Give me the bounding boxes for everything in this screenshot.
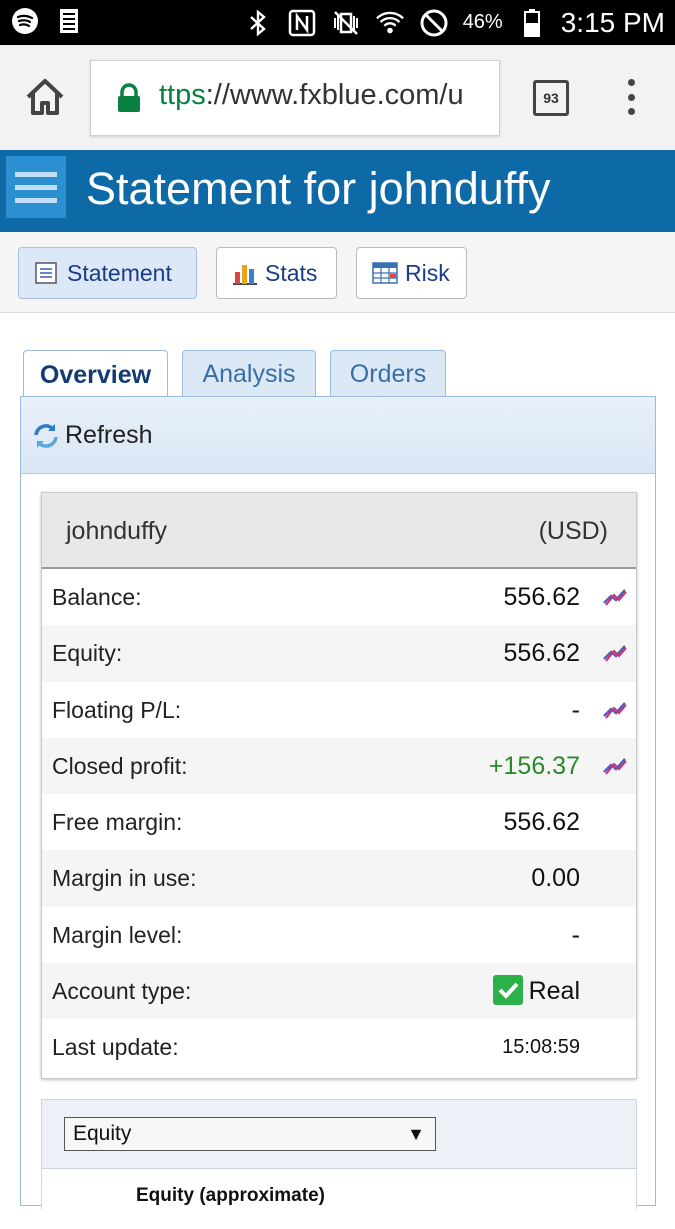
last-update-value: 15:08:59 — [502, 1036, 580, 1059]
margin-in-use-value: 0.00 — [531, 864, 580, 893]
row-closed-profit: Closed profit: +156.37 — [42, 737, 636, 795]
equity-value: 556.62 — [503, 639, 580, 668]
address-bar[interactable]: ttps://www.fxblue.com/u — [90, 60, 500, 136]
tab-orders[interactable]: Orders — [330, 350, 446, 398]
account-currency: (USD) — [538, 517, 608, 545]
vibrate-mute-icon — [331, 8, 361, 38]
last-update-label: Last update: — [52, 1034, 179, 1061]
equity-chart-title: Equity (approximate) — [136, 1185, 325, 1206]
refresh-icon[interactable] — [31, 421, 61, 451]
row-equity: Equity: 556.62 — [42, 625, 636, 682]
clock: 3:15 PM — [560, 6, 665, 38]
stats-button[interactable]: Stats — [216, 247, 337, 299]
statement-label: Statement — [67, 259, 172, 286]
account-type-value: Real — [492, 975, 580, 1007]
trend-chart-icon[interactable] — [602, 583, 628, 609]
account-name: johnduffy — [66, 517, 168, 545]
statement-button[interactable]: Statement — [18, 247, 197, 299]
equity-chart-section: Equity ▼ Equity (approximate) — [41, 1099, 637, 1229]
do-not-disturb-icon — [419, 8, 449, 38]
lock-icon — [115, 83, 143, 113]
dropdown-arrow-icon: ▼ — [407, 1124, 425, 1144]
section-nav: Statement Stats Risk — [0, 232, 675, 313]
free-margin-value: 556.62 — [503, 808, 580, 837]
tab-analysis[interactable]: Analysis — [182, 350, 316, 398]
spotify-icon — [10, 6, 40, 36]
margin-level-label: Margin level: — [52, 921, 183, 948]
floating-pl-label: Floating P/L: — [52, 696, 182, 723]
table-grid-icon — [371, 260, 398, 286]
account-summary-card: johnduffy (USD) Balance: 556.62 Equity: … — [41, 492, 637, 1079]
row-account-type: Account type: Real — [42, 963, 636, 1020]
balance-value: 556.62 — [503, 583, 580, 611]
document-icon — [33, 260, 59, 286]
battery-percent: 46% — [462, 11, 503, 33]
trend-chart-icon[interactable] — [602, 696, 628, 722]
row-last-update: Last update: 15:08:59 — [42, 1019, 636, 1075]
trend-chart-icon[interactable] — [602, 752, 628, 778]
row-free-margin: Free margin: 556.62 — [42, 794, 636, 850]
margin-level-value: - — [571, 920, 580, 949]
trend-chart-icon[interactable] — [602, 639, 628, 665]
floating-pl-value: - — [571, 695, 580, 724]
row-floating-pl: Floating P/L: - — [42, 682, 636, 738]
equity-chart: Equity (approximate) — [42, 1168, 636, 1229]
refresh-bar[interactable]: Refresh — [21, 397, 655, 474]
tab-switcher-button[interactable]: 93 — [533, 80, 569, 116]
account-header: johnduffy (USD) — [42, 493, 636, 569]
overview-panel: Refresh johnduffy (USD) Balance: 556.62 … — [20, 396, 656, 1229]
storage-icon — [54, 6, 84, 36]
bluetooth-icon — [243, 8, 273, 38]
url-text: ttps://www.fxblue.com/u — [159, 79, 464, 112]
balance-label: Balance: — [52, 584, 142, 610]
overflow-menu-icon[interactable] — [620, 75, 642, 119]
chart-type-value: Equity — [73, 1122, 132, 1145]
checkmark-icon — [492, 975, 523, 1006]
risk-label: Risk — [405, 259, 450, 286]
account-rows: Balance: 556.62 Equity: 556.62 Floating … — [42, 569, 636, 1076]
account-type-label: Account type: — [52, 978, 192, 1005]
page-title: Statement for johnduffy — [86, 163, 551, 214]
tab-overview[interactable]: Overview — [23, 350, 168, 400]
url-host: ://www.fxblue.com/u — [205, 79, 464, 111]
closed-profit-value: +156.37 — [488, 751, 580, 780]
margin-in-use-label: Margin in use: — [52, 865, 197, 892]
equity-label: Equity: — [52, 640, 123, 667]
url-scheme: ttps — [159, 79, 206, 111]
refresh-label[interactable]: Refresh — [65, 421, 153, 449]
chart-type-select[interactable]: Equity ▼ — [64, 1117, 436, 1151]
row-margin-in-use: Margin in use: 0.00 — [42, 850, 636, 907]
row-balance: Balance: 556.62 — [42, 569, 636, 625]
site-header: Statement for johnduffy — [0, 150, 675, 232]
stats-label: Stats — [265, 259, 318, 286]
battery-icon — [517, 8, 547, 38]
row-margin-level: Margin level: - — [42, 907, 636, 963]
home-icon[interactable] — [22, 75, 68, 121]
status-bar: 46% 3:15 PM — [0, 0, 675, 45]
nfc-icon — [287, 8, 317, 38]
browser-toolbar: ttps://www.fxblue.com/u 93 — [0, 45, 675, 151]
risk-button[interactable]: Risk — [356, 247, 467, 299]
bar-chart-icon — [231, 260, 257, 286]
free-margin-label: Free margin: — [52, 809, 183, 836]
closed-profit-label: Closed profit: — [52, 752, 188, 779]
hamburger-menu-button[interactable] — [6, 156, 66, 218]
account-type-text: Real — [528, 977, 580, 1006]
wifi-icon — [375, 8, 405, 38]
